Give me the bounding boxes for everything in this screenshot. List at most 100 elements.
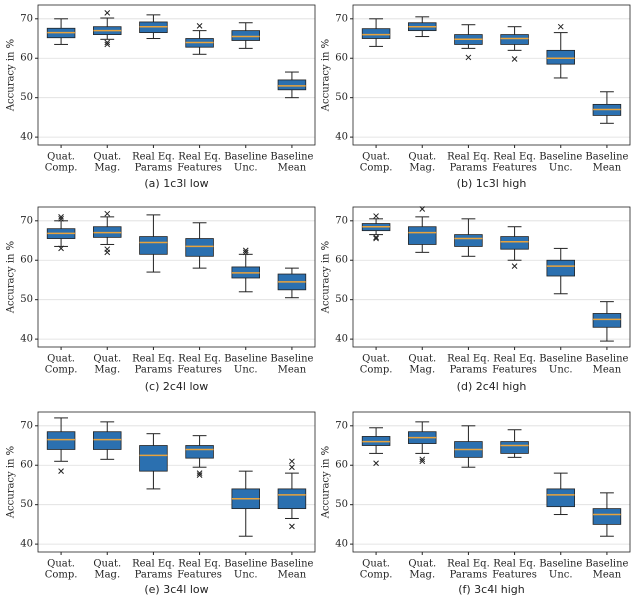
x-tick-label: Comp. — [45, 163, 78, 174]
outlier — [557, 23, 564, 30]
outlier — [58, 214, 64, 220]
y-tick-label: 70 — [20, 420, 33, 431]
x-tick-label: Unc. — [234, 163, 258, 174]
panel-title: (d) 2c4l high — [457, 380, 527, 393]
y-tick-label: 40 — [20, 539, 33, 550]
outlier — [373, 460, 379, 467]
box — [500, 34, 529, 45]
outlier — [419, 458, 426, 465]
x-tick-label: Mag. — [409, 365, 435, 376]
outlier — [373, 234, 379, 241]
outlier — [419, 206, 426, 212]
x-tick-label: Mean — [278, 163, 307, 174]
y-axis-label: Accuracy in % — [6, 241, 17, 314]
y-tick-label: 60 — [335, 460, 348, 471]
x-tick-label: Quat. — [362, 152, 390, 163]
x-tick-label: Mean — [278, 365, 307, 376]
panel-title: (e) 3c4l low — [144, 583, 208, 596]
y-tick-label: 70 — [20, 13, 33, 24]
y-axis-label: Accuracy in % — [321, 241, 332, 314]
y-tick-label: 50 — [335, 499, 348, 510]
outlier — [104, 39, 111, 46]
x-tick-label: Quat. — [47, 152, 75, 163]
outlier — [196, 470, 203, 476]
x-tick-label: Real Eq. — [447, 559, 490, 570]
x-tick-label: Baseline — [224, 152, 267, 163]
x-tick-label: Params — [135, 570, 173, 581]
x-tick-label: Mag. — [409, 570, 435, 581]
outlier — [104, 249, 111, 256]
y-tick-label: 60 — [335, 53, 348, 64]
x-tick-label: Comp. — [360, 570, 393, 581]
x-tick-label: Mean — [593, 570, 622, 581]
x-tick-label: Real Eq. — [493, 559, 536, 570]
x-tick-label: Baseline — [585, 152, 628, 163]
x-tick-label: Quat. — [47, 354, 75, 365]
x-tick-label: Real Eq. — [447, 152, 490, 163]
x-tick-label: Params — [450, 163, 488, 174]
x-tick-label: Real Eq. — [132, 152, 175, 163]
x-tick-label: Baseline — [539, 559, 582, 570]
box — [231, 30, 260, 41]
x-tick-label: Real Eq. — [493, 152, 536, 163]
outlier — [289, 523, 295, 530]
outlier — [104, 10, 111, 16]
x-tick-label: Real Eq. — [132, 559, 175, 570]
y-axis-label: Accuracy in % — [6, 446, 17, 519]
box — [185, 238, 214, 257]
plot-frame — [352, 206, 631, 348]
x-tick-label: Features — [177, 365, 222, 376]
y-tick-label: 50 — [335, 294, 348, 305]
x-tick-label: Params — [450, 365, 488, 376]
box — [454, 234, 483, 247]
y-tick-label: 60 — [20, 255, 33, 266]
x-tick-label: Mean — [593, 365, 622, 376]
x-tick-label: Quat. — [93, 559, 121, 570]
outlier — [104, 41, 111, 48]
x-tick-label: Comp. — [360, 163, 393, 174]
plot-frame — [37, 4, 316, 146]
y-tick-label: 70 — [335, 215, 348, 226]
x-tick-label: Quat. — [93, 152, 121, 163]
box — [277, 79, 307, 91]
x-tick-label: Quat. — [93, 354, 121, 365]
x-tick-label: Comp. — [360, 365, 393, 376]
y-tick-label: 50 — [335, 92, 348, 103]
y-tick-label: 40 — [335, 334, 348, 345]
x-tick-label: Real Eq. — [493, 354, 536, 365]
panel-title: (f) 3c4l high — [458, 583, 525, 596]
x-tick-label: Real Eq. — [178, 354, 221, 365]
x-tick-label: Baseline — [585, 354, 628, 365]
x-tick-label: Mag. — [409, 163, 435, 174]
y-tick-label: 60 — [20, 460, 33, 471]
plot-frame — [352, 411, 631, 553]
box — [546, 49, 576, 65]
outlier — [242, 249, 249, 256]
x-tick-label: Features — [177, 163, 222, 174]
y-axis-label: Accuracy in % — [321, 446, 332, 519]
x-tick-label: Baseline — [585, 559, 628, 570]
x-tick-label: Mean — [278, 570, 307, 581]
x-tick-label: Params — [135, 163, 173, 174]
x-tick-label: Baseline — [539, 354, 582, 365]
x-tick-label: Real Eq. — [447, 354, 490, 365]
outlier — [289, 464, 295, 471]
y-tick-label: 40 — [20, 334, 33, 345]
x-tick-label: Real Eq. — [132, 354, 175, 365]
x-tick-label: Unc. — [549, 570, 573, 581]
x-tick-label: Unc. — [234, 365, 258, 376]
outlier — [196, 23, 203, 29]
x-tick-label: Params — [135, 365, 173, 376]
box — [277, 488, 307, 510]
x-tick-label: Quat. — [408, 152, 436, 163]
x-tick-label: Params — [450, 570, 488, 581]
outlier — [242, 247, 249, 254]
x-tick-label: Mean — [593, 163, 622, 174]
x-tick-label: Unc. — [234, 570, 258, 581]
outlier — [511, 263, 518, 270]
y-tick-label: 40 — [335, 539, 348, 550]
y-axis-label: Accuracy in % — [6, 39, 17, 112]
x-tick-label: Features — [177, 570, 222, 581]
x-tick-label: Quat. — [362, 559, 390, 570]
